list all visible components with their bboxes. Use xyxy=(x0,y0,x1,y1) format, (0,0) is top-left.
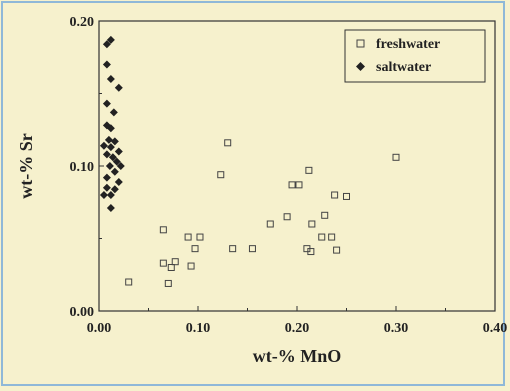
point-saltwater xyxy=(112,157,121,166)
point-freshwater xyxy=(283,213,291,221)
point-freshwater xyxy=(295,181,303,189)
point-saltwater xyxy=(109,108,118,117)
point-freshwater xyxy=(308,220,316,228)
point-freshwater xyxy=(159,226,167,234)
point-freshwater xyxy=(331,191,339,199)
point-freshwater xyxy=(187,262,195,270)
point-freshwater xyxy=(307,248,315,256)
point-saltwater xyxy=(116,162,125,170)
point-freshwater xyxy=(164,279,172,287)
point-freshwater xyxy=(184,233,192,241)
point-saltwater xyxy=(110,185,119,194)
point-saltwater xyxy=(106,75,115,83)
legend-marker-saltwater xyxy=(356,62,365,71)
point-saltwater xyxy=(102,173,111,182)
legend: freshwater saltwater xyxy=(344,29,486,83)
point-saltwater xyxy=(106,204,115,213)
point-freshwater xyxy=(248,245,256,253)
point-saltwater xyxy=(106,124,115,133)
point-saltwater xyxy=(106,191,115,199)
point-saltwater xyxy=(114,147,123,156)
point-saltwater xyxy=(102,150,111,159)
point-freshwater xyxy=(159,259,167,267)
y-tick-label: 0.00 xyxy=(70,305,95,320)
legend-label-saltwater: saltwater xyxy=(376,60,431,75)
point-saltwater xyxy=(105,162,114,170)
point-freshwater xyxy=(392,153,400,161)
point-saltwater xyxy=(106,35,115,44)
x-tick-label: 0.30 xyxy=(384,321,409,336)
point-freshwater xyxy=(167,264,175,271)
y-tick-label: 0.10 xyxy=(70,160,95,175)
point-freshwater xyxy=(321,211,329,219)
x-tick-label: 0.10 xyxy=(186,321,211,336)
y-tick-label: 0.20 xyxy=(70,15,95,30)
point-saltwater xyxy=(102,60,111,69)
point-freshwater xyxy=(229,245,237,253)
point-freshwater xyxy=(191,245,199,253)
point-freshwater xyxy=(318,233,326,241)
point-saltwater xyxy=(106,143,115,152)
point-saltwater xyxy=(114,83,123,92)
point-freshwater xyxy=(266,220,274,228)
point-freshwater xyxy=(343,192,350,200)
legend-label-freshwater: freshwater xyxy=(376,37,440,52)
point-freshwater xyxy=(288,181,296,189)
x-axis-title: wt-% MnO xyxy=(253,346,342,366)
point-freshwater xyxy=(333,246,341,254)
point-freshwater xyxy=(217,171,225,179)
point-freshwater xyxy=(171,258,179,266)
x-tick-label: 0.20 xyxy=(285,321,310,336)
point-saltwater xyxy=(99,141,108,150)
point-saltwater xyxy=(108,153,117,162)
point-freshwater xyxy=(305,166,313,174)
point-saltwater xyxy=(104,135,113,144)
point-saltwater xyxy=(102,183,111,192)
x-axis: 0.00 0.10 0.20 0.30 0.40 xyxy=(87,306,508,336)
x-tick-label: 0.40 xyxy=(483,321,508,336)
point-freshwater xyxy=(196,233,204,241)
point-saltwater xyxy=(114,177,123,186)
y-axis: 0.00 0.10 0.20 xyxy=(70,15,104,320)
point-saltwater xyxy=(102,40,111,49)
point-freshwater xyxy=(224,139,232,147)
point-freshwater xyxy=(125,278,133,286)
point-freshwater xyxy=(328,233,336,241)
y-axis-title: wt-% Sr xyxy=(16,133,36,199)
data-points xyxy=(99,35,400,287)
legend-box xyxy=(344,29,486,83)
point-saltwater xyxy=(110,167,119,176)
point-saltwater xyxy=(99,191,108,199)
point-saltwater xyxy=(102,99,111,108)
legend-marker-freshwater xyxy=(356,39,365,48)
x-tick-label: 0.00 xyxy=(87,321,112,336)
point-saltwater xyxy=(110,137,119,146)
